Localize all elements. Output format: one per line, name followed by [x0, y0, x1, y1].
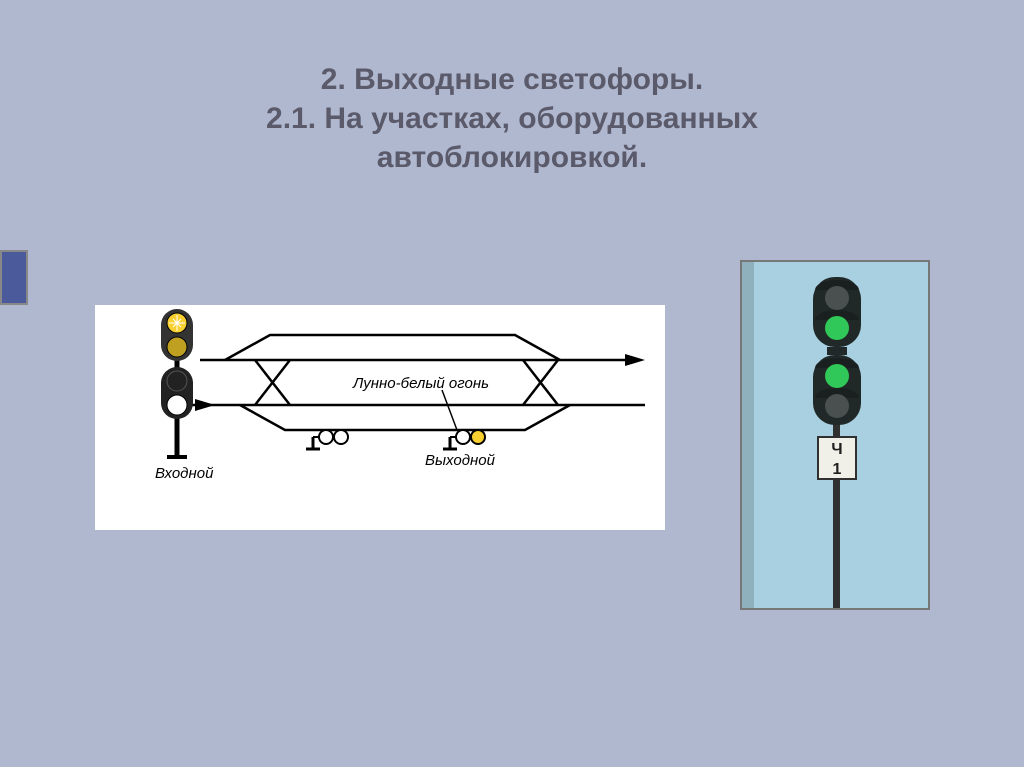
slide-title: 2. Выходные светофоры. 2.1. На участках,… — [0, 60, 1024, 177]
output-signal-image: Ч 1 — [740, 260, 930, 610]
side-accent-bar — [0, 250, 28, 305]
plate-text-bot: 1 — [833, 461, 842, 478]
plate-text-top: Ч — [831, 441, 842, 458]
label-center: Лунно-белый огонь — [352, 375, 489, 392]
label-left: Входной — [155, 465, 214, 482]
label-right: Выходной — [425, 452, 496, 469]
title-line-3: автоблокировкой. — [0, 138, 1024, 177]
track-diagram: Лунно-белый огонь Входной Выходной — [95, 305, 665, 530]
title-line-1: 2. Выходные светофоры. — [0, 60, 1024, 99]
title-line-2: 2.1. На участках, оборудованных — [0, 99, 1024, 138]
